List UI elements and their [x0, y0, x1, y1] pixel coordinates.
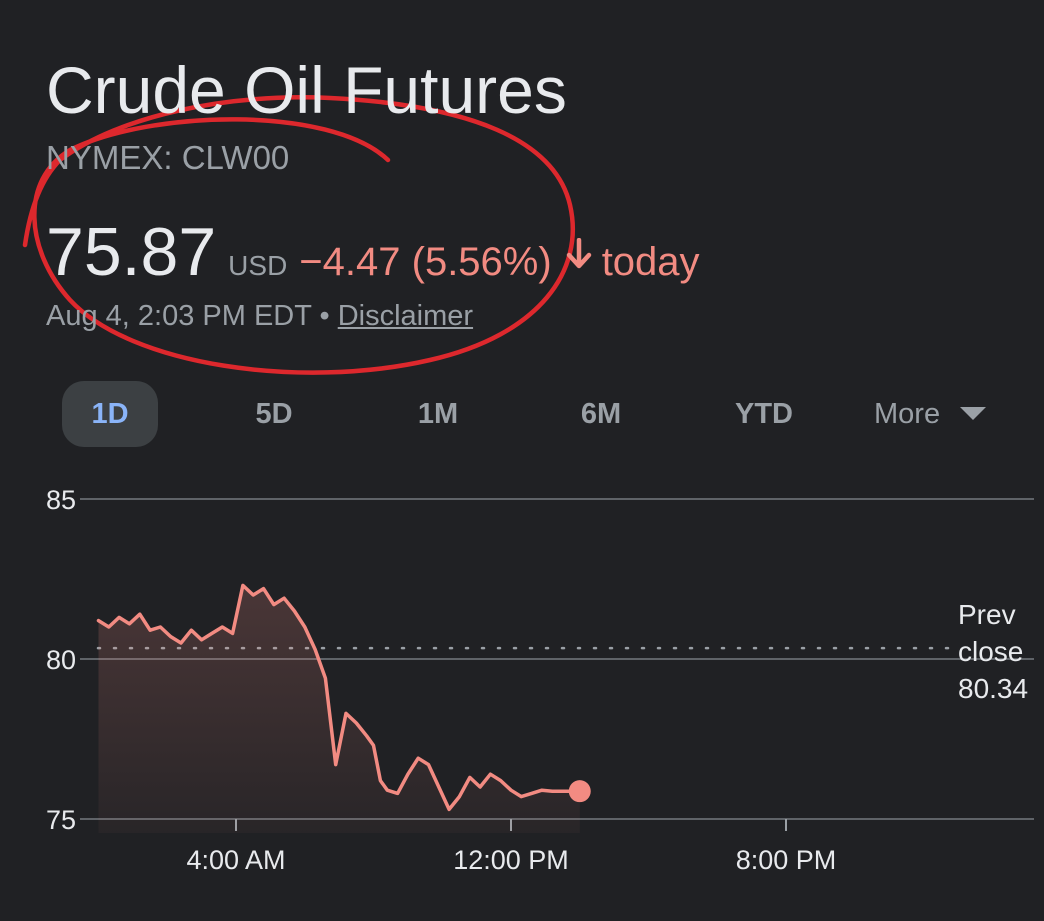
quote-timestamp-row: Aug 4, 2:03 PM EDT • Disclaimer	[46, 298, 473, 334]
price-change: −4.47 (5.56%)	[299, 240, 552, 284]
tab-1d[interactable]: 1D	[62, 381, 158, 447]
more-label: More	[874, 398, 941, 430]
range-tabs: 1D 5D 1M 6M YTD More	[0, 381, 1044, 447]
x-tick-label: 4:00 AM	[186, 845, 285, 875]
currency-label: USD	[228, 250, 288, 281]
prev-close-label: Prev close 80.34	[958, 596, 1028, 707]
y-tick-label: 75	[46, 805, 76, 835]
ticker-symbol: NYMEX: CLW00	[46, 139, 290, 176]
tab-6m[interactable]: 6M	[580, 398, 622, 430]
x-tick-label: 12:00 PM	[453, 845, 569, 875]
more-dropdown[interactable]: More	[874, 381, 987, 447]
separator-dot: •	[319, 300, 330, 332]
price-line	[96, 583, 582, 812]
y-tick-label: 80	[46, 645, 76, 675]
prev-close-line1: Prev	[958, 599, 1016, 630]
price-area	[98, 585, 580, 833]
prev-close-line2: close	[958, 636, 1024, 667]
tab-1m[interactable]: 1M	[417, 398, 459, 430]
x-tick-label: 8:00 PM	[736, 845, 837, 875]
prev-close-value: 80.34	[958, 673, 1029, 704]
caret-down-icon	[960, 406, 987, 420]
disclaimer-link[interactable]: Disclaimer	[337, 300, 474, 332]
current-price-point	[568, 780, 591, 803]
price-chart[interactable]: 85 80 75 4:00 AM 12:00 PM 8:00 PM	[0, 470, 1044, 890]
quote-timestamp: Aug 4, 2:03 PM EDT	[46, 300, 312, 332]
change-period: today	[601, 240, 700, 284]
current-price: 75.87	[46, 214, 217, 290]
tab-5d[interactable]: 5D	[255, 398, 293, 430]
page-title: Crude Oil Futures	[46, 53, 567, 127]
price-row: 75.87 USD −4.47 (5.56%) today	[46, 214, 700, 290]
y-tick-label: 85	[46, 485, 76, 515]
tab-ytd[interactable]: YTD	[735, 398, 793, 430]
arrow-down-icon	[566, 238, 591, 269]
